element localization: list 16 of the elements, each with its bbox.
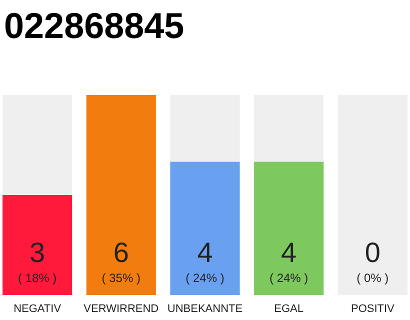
annotation: ( 18% ) <box>18 271 57 285</box>
annotation: 0 <box>364 237 380 268</box>
annotation: ( 0% ) <box>356 271 389 285</box>
chart-title: 022868845 <box>4 5 184 46</box>
annotation: ( 35% ) <box>102 271 140 285</box>
x-tick-label: UNBEKANNTE <box>167 303 243 315</box>
x-tick-label: EGAL <box>274 303 304 315</box>
x-tick-label: POSITIV <box>350 303 396 315</box>
x-tick-label: VERWIRREND <box>84 303 159 315</box>
data-label: 3 <box>30 237 46 268</box>
annotation: ( 24% ) <box>270 271 308 285</box>
data-label: 4 <box>197 237 213 268</box>
annotation: ( 24% ) <box>186 271 224 285</box>
data-label: 4 <box>281 237 297 268</box>
x-tick-label: NEGATIV <box>14 303 62 315</box>
data-label: 6 <box>113 237 129 268</box>
